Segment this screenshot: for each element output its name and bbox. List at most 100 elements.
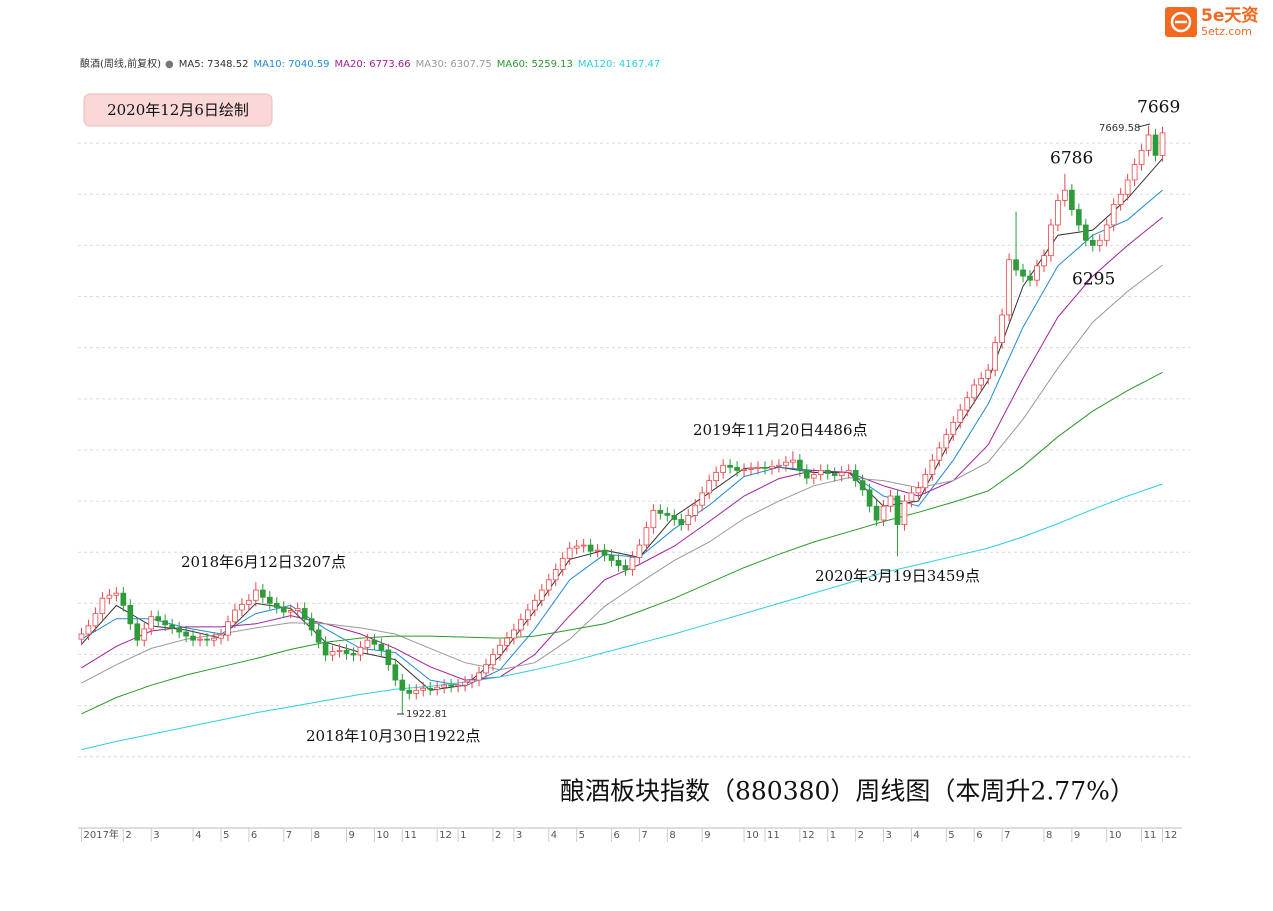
candle-body [566, 547, 573, 559]
x-tick-label: 2 [495, 830, 501, 841]
candle-body [1124, 179, 1131, 195]
candle-body [545, 579, 552, 591]
x-tick-label: 4 [195, 830, 201, 841]
ma-line [81, 158, 1163, 691]
candle-body [1089, 239, 1096, 246]
candle-body [1075, 209, 1082, 226]
candle-body [762, 466, 768, 469]
candle-body [434, 686, 441, 690]
candle-body [1048, 224, 1054, 257]
candle-body [155, 616, 162, 622]
ma-line [81, 217, 1163, 681]
candle-body [85, 625, 92, 635]
x-tick-label: 9 [1074, 830, 1080, 841]
candle-body [357, 646, 364, 656]
candle-body [113, 592, 120, 596]
candle-body [776, 464, 782, 467]
annotation: 6295 [1072, 270, 1115, 290]
x-tick-label: 7 [641, 830, 647, 841]
candle-body [169, 624, 175, 629]
x-tick-label: 7 [286, 830, 292, 841]
candle-body [964, 397, 971, 411]
candle-body [448, 684, 454, 687]
x-tick-label: 8 [1046, 830, 1052, 841]
x-tick-label: 8 [314, 830, 320, 841]
candle-body [273, 602, 280, 608]
candle-body [92, 613, 99, 627]
candle-body [1110, 204, 1117, 226]
x-tick-label: 3 [886, 830, 892, 841]
candle-body [720, 464, 726, 473]
legend-title: 酿酒(周线,前复权) [80, 57, 161, 70]
candle-body [845, 470, 852, 473]
candle-body [873, 505, 880, 521]
candle-body [162, 620, 169, 626]
x-tick-label: 12 [802, 830, 815, 841]
candle-body [1145, 134, 1152, 151]
legend-entry: MA5: 7348.52 [179, 59, 249, 70]
x-tick-label: 2 [858, 830, 864, 841]
x-tick-label: 1 [830, 830, 836, 841]
candle-body [287, 610, 294, 613]
x-tick-label: 2 [125, 830, 131, 841]
candle-body [734, 466, 740, 471]
ma-line [81, 483, 1163, 751]
x-tick-label: 12 [439, 830, 452, 841]
candle-body [253, 589, 259, 601]
candle-body [580, 544, 587, 547]
candle-body [992, 342, 998, 371]
candle-body [824, 470, 831, 474]
candle-body [259, 589, 266, 598]
candle-body [406, 689, 413, 694]
x-tick-label: 5 [948, 830, 954, 841]
candle-body [1152, 134, 1159, 156]
candle-body [1034, 265, 1040, 281]
candle-body [99, 597, 106, 614]
badge [83, 93, 273, 127]
candle-body [490, 654, 496, 666]
low-label: 1922.81 [406, 709, 447, 720]
candle-body [748, 467, 754, 470]
candle-body [838, 472, 845, 476]
x-tick-label: 6 [251, 830, 257, 841]
candle-body [852, 470, 859, 482]
candle-body [685, 515, 692, 526]
candle-body [978, 377, 985, 386]
candle-body [936, 447, 943, 461]
annotation: 2018年10月30日1922点 [306, 727, 481, 745]
candle-body [148, 616, 155, 630]
candle-body [476, 672, 482, 681]
candle-body [225, 621, 231, 636]
candle-body [859, 480, 866, 491]
legend: 酿酒(周线,前复权) ● MA5: 7348.52 MA10: 7040.59 MA20… [80, 57, 660, 70]
candle-body [392, 664, 399, 681]
candle-body [197, 638, 203, 641]
candle-body [629, 556, 636, 571]
candle-body [594, 549, 601, 552]
candle-body [622, 565, 629, 571]
candle-body [678, 519, 685, 526]
candle-body [803, 470, 810, 479]
candle-body [727, 464, 733, 468]
grid [78, 142, 1190, 758]
ma-lines [81, 158, 1163, 751]
candle-body [511, 629, 517, 639]
ma-line [81, 371, 1163, 715]
candle-body [531, 599, 538, 611]
candle-body [790, 459, 796, 463]
candle-body [538, 589, 545, 601]
x-tick-label: 7 [1004, 830, 1010, 841]
candle-body [971, 384, 978, 399]
x-tick-label: 12 [1165, 830, 1178, 841]
candle-body [943, 434, 950, 449]
x-tick-label: 10 [1109, 830, 1122, 841]
candle-body [559, 557, 566, 571]
candle-body [1013, 259, 1019, 271]
x-tick-label: 11 [767, 830, 780, 841]
candle-body [420, 687, 427, 691]
candle-body [190, 635, 196, 641]
candle-body [469, 679, 475, 683]
candle-body [462, 681, 468, 686]
candle-body [643, 527, 650, 546]
